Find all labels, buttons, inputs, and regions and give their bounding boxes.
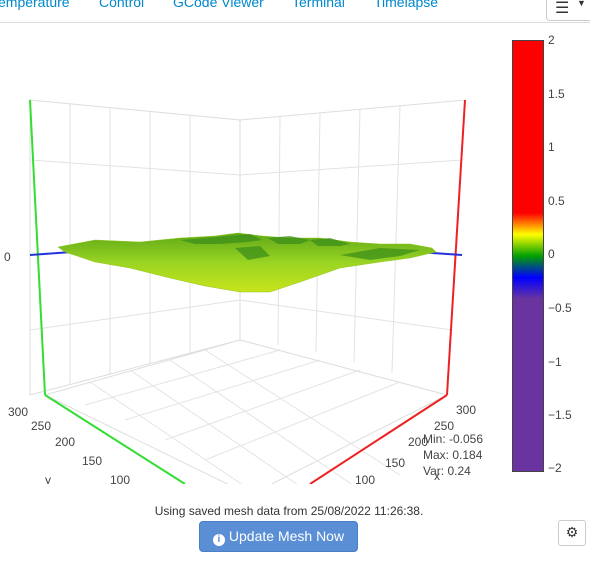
x-tick-300: 300	[456, 403, 476, 417]
z-axis-line-right	[446, 99, 466, 396]
tab-temperature[interactable]: emperature	[0, 0, 70, 10]
colorbar	[512, 40, 544, 472]
tab-control[interactable]: Control	[99, 0, 145, 10]
x-axis-line	[309, 394, 448, 484]
tab-gcode-viewer[interactable]: GCode Viewer	[173, 0, 264, 10]
info-icon: i	[212, 534, 225, 546]
colorbar-tick: 1	[548, 140, 555, 154]
tab-timelapse[interactable]: Timelapse	[374, 0, 439, 10]
update-mesh-button[interactable]: i Update Mesh Now	[199, 521, 358, 552]
x-tick-150: 150	[385, 456, 405, 470]
gear-icon: ⚙	[565, 524, 579, 540]
y-tick-100: 100	[110, 473, 130, 484]
y-tick-250: 250	[31, 419, 51, 433]
caret-down-icon: ▼	[577, 0, 586, 8]
colorbar-tick: −1	[548, 355, 562, 369]
mesh-surface-highlights	[180, 234, 420, 260]
x-axis-label: x	[434, 469, 440, 483]
tab-terminal[interactable]: Terminal	[292, 0, 345, 10]
colorbar-tick: 1.5	[548, 87, 565, 101]
mesh-plot[interactable]: 0 300 250 200 150 100 y 300 250 200 150 …	[0, 24, 590, 484]
z-axis-line-left	[29, 99, 46, 396]
y-tick-150: 150	[82, 454, 102, 468]
mesh-min: Min: -0.056	[423, 432, 484, 446]
colorbar-tick: 2	[548, 33, 555, 47]
grid-lines	[29, 104, 463, 385]
mesh-max: Max: 0.184	[423, 448, 483, 462]
x-tick-250: 250	[434, 419, 454, 433]
colorbar-tick: −1.5	[548, 408, 572, 422]
floor-grid	[84, 349, 401, 484]
colorbar-tick: 0	[548, 247, 555, 261]
mesh-status-text: Using saved mesh data from 25/08/2022 11…	[154, 504, 424, 518]
menu-button[interactable]: ☰ ▼	[546, 0, 590, 21]
tab-bar: emperature Control GCode Viewer Terminal…	[0, 0, 590, 23]
x-tick-200: 200	[408, 435, 428, 449]
colorbar-tick: −0.5	[548, 301, 572, 315]
update-mesh-label: Update Mesh Now	[228, 528, 345, 544]
colorbar-tick: −2	[548, 461, 562, 475]
mesh-var: Var: 0.24	[423, 464, 471, 478]
z-tick-0: 0	[4, 250, 11, 264]
y-tick-300: 300	[8, 405, 28, 419]
hamburger-icon: ☰	[555, 0, 570, 17]
x-tick-100: 100	[355, 473, 375, 484]
mesh-surface	[57, 232, 437, 293]
y-tick-200: 200	[55, 435, 75, 449]
y-axis-label: y	[45, 473, 51, 484]
settings-button[interactable]: ⚙	[558, 520, 586, 546]
colorbar-tick: 0.5	[548, 194, 565, 208]
y-axis-line	[44, 394, 186, 484]
